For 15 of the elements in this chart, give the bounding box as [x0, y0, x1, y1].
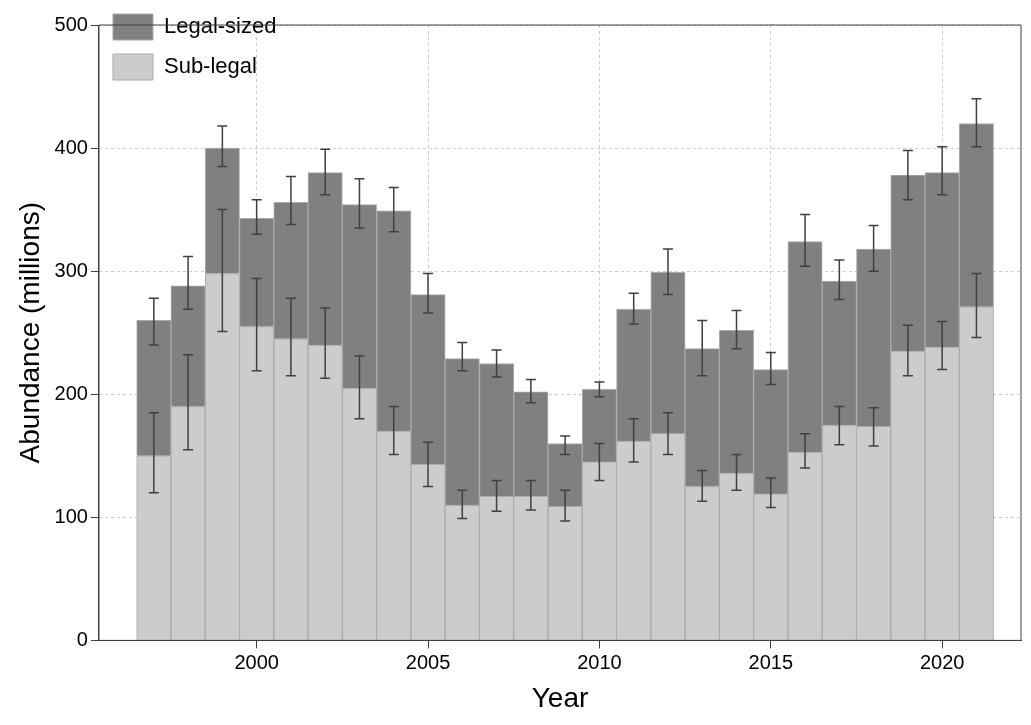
y-tick-label: 100	[54, 504, 88, 527]
legend-label: Sub-legal	[163, 53, 257, 79]
x-tick-label: 2000	[234, 650, 279, 673]
x-tick-label: 2015	[748, 650, 794, 673]
x-tick-label: 2005	[405, 650, 451, 673]
y-tick-label: 200	[54, 381, 88, 404]
y-axis-title: Abundance (millions)	[13, 201, 45, 464]
x-tick-label: 2010	[577, 650, 622, 673]
x-axis-title: Year	[531, 681, 589, 713]
legend-label: Legal-sized	[163, 13, 277, 39]
y-tick-label: 400	[54, 135, 88, 158]
x-tick-label: 2020	[919, 650, 965, 673]
y-tick-label: 300	[54, 258, 88, 281]
y-tick-label: 0	[76, 627, 88, 650]
y-tick-label: 500	[54, 12, 88, 35]
